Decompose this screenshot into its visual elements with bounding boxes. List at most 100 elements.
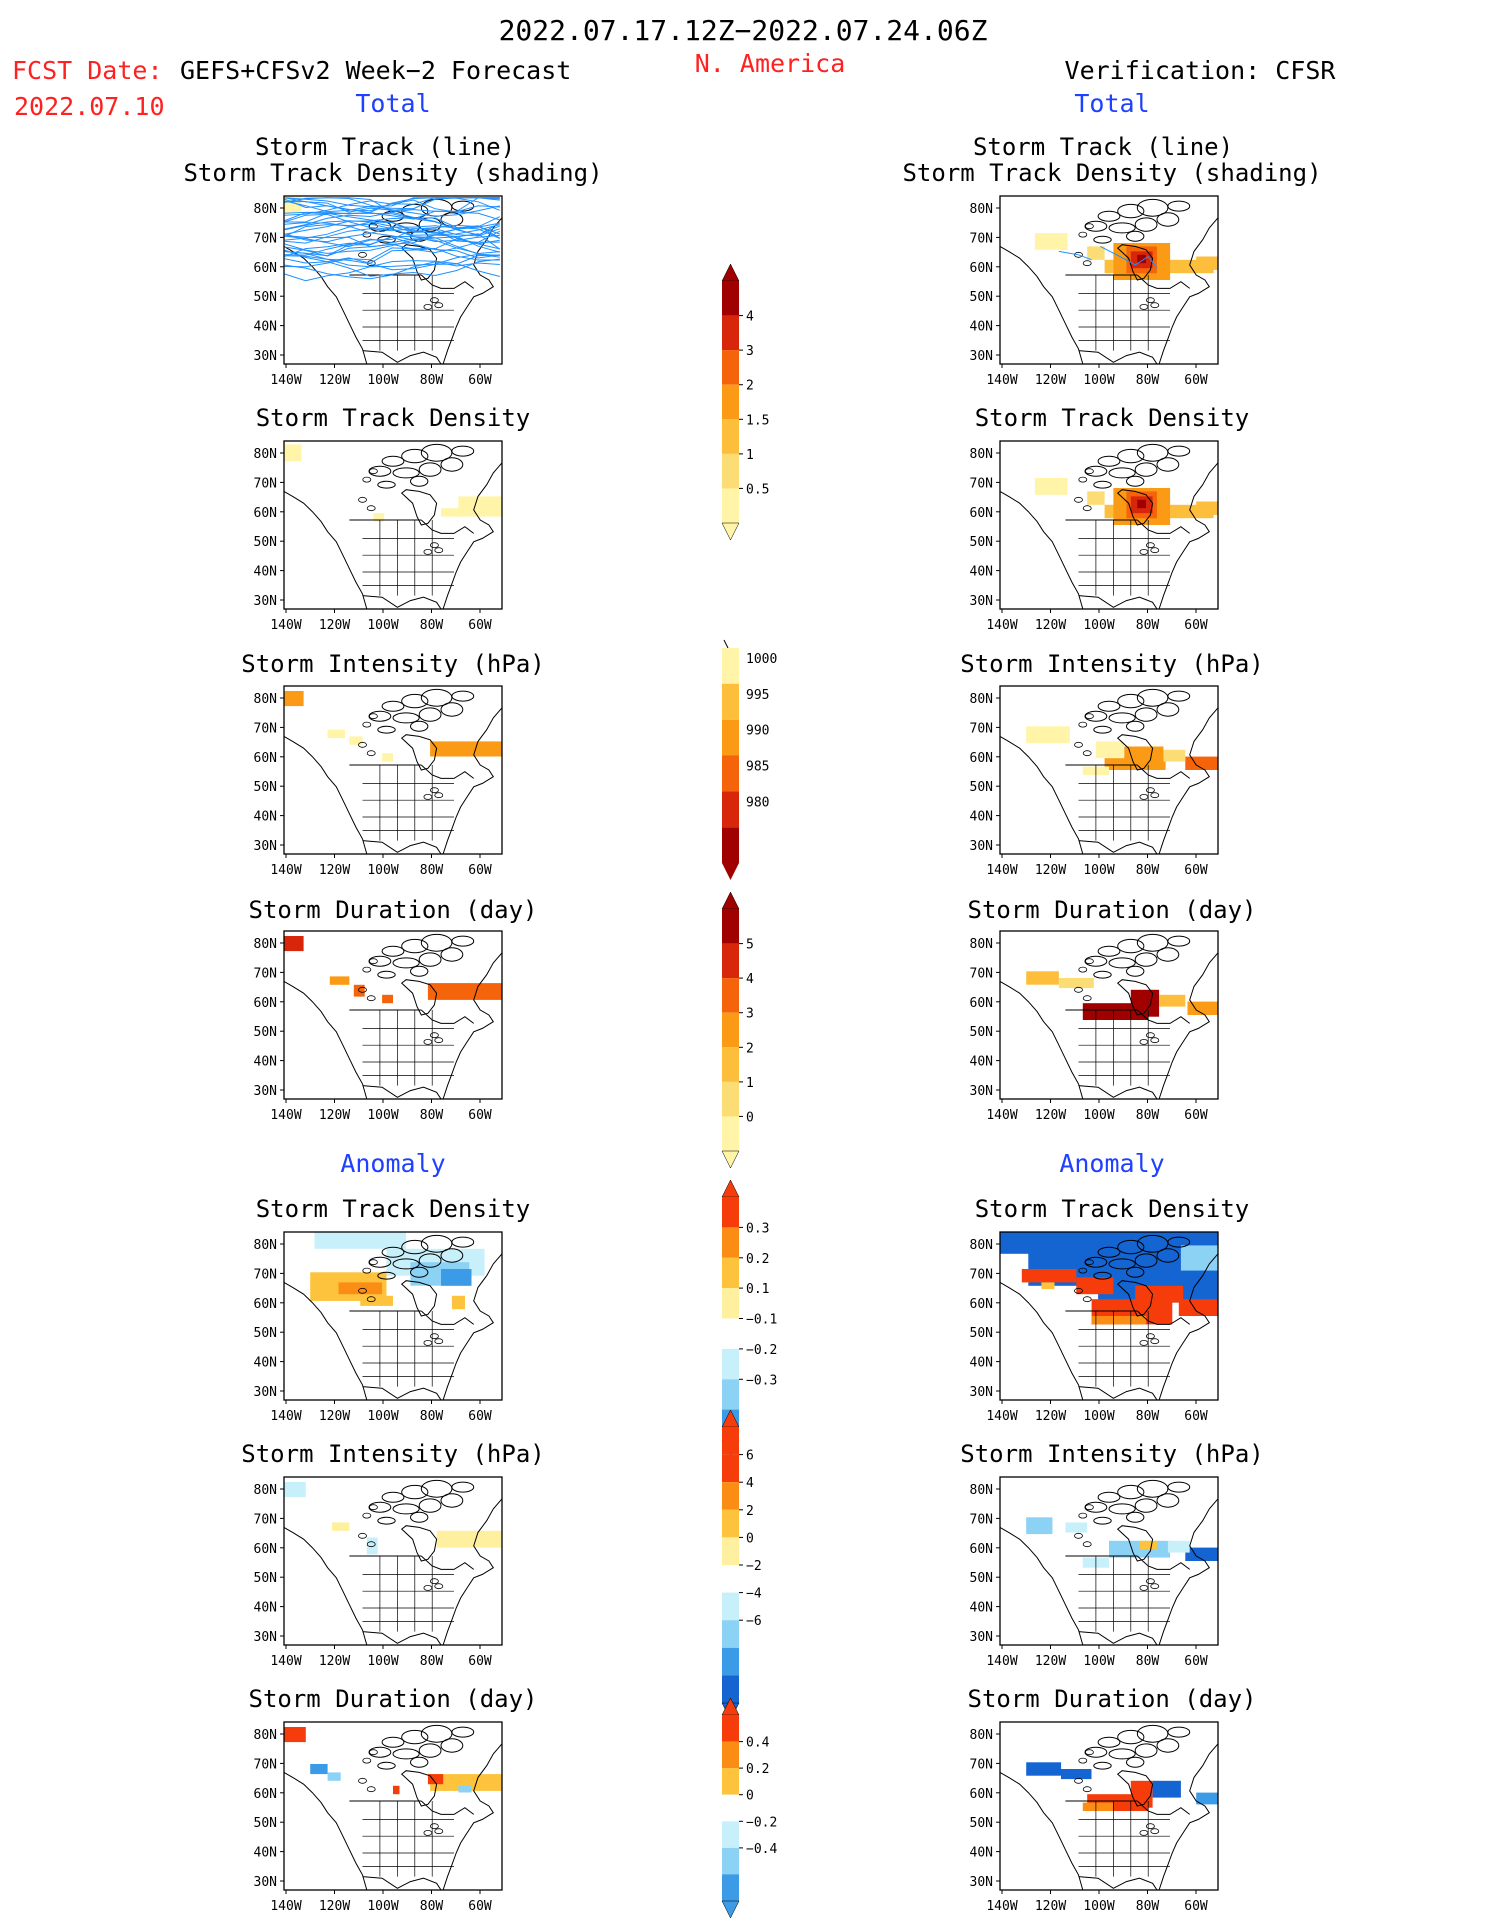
- shade-cell: [284, 1482, 306, 1498]
- lat-tick-label: 80N: [970, 1238, 993, 1253]
- arctic-island: [368, 955, 392, 967]
- arctic-island: [1156, 947, 1180, 962]
- arctic-island: [1134, 1253, 1158, 1268]
- colorbar-segment: [722, 1768, 739, 1795]
- lat-tick-label: 60N: [254, 1787, 277, 1802]
- storm-track-line: [284, 235, 500, 257]
- shade-cell: [458, 496, 502, 517]
- arctic-island: [377, 970, 396, 979]
- lake: [1085, 1749, 1094, 1756]
- lon-tick-label: 100W: [367, 863, 398, 878]
- lake: [1082, 260, 1092, 267]
- fcst-date-value: 2022.07.10: [14, 92, 165, 121]
- west-coastline: [999, 1526, 1084, 1646]
- colorbar-segment: [722, 1116, 739, 1151]
- shade-cell: [1082, 1802, 1114, 1811]
- lat-tick-label: 70N: [254, 966, 277, 981]
- arctic-island: [1097, 1246, 1121, 1258]
- colorbar-segment: [722, 943, 739, 979]
- colorbar-label: 5: [746, 938, 754, 953]
- hudson-bay: [1116, 1280, 1154, 1317]
- lake: [1074, 1532, 1083, 1539]
- arctic-island: [1093, 1516, 1112, 1525]
- arctic-island: [1134, 1498, 1158, 1513]
- lake: [429, 787, 439, 794]
- lat-tick-label: 70N: [254, 1512, 277, 1527]
- arctic-island: [1117, 938, 1145, 954]
- panel-title-density-anom-left: Storm Track Density: [256, 1195, 531, 1223]
- lon-tick-label: 100W: [367, 1108, 398, 1123]
- arctic-island: [1093, 970, 1112, 979]
- lat-tick-label: 60N: [970, 506, 993, 521]
- arctic-island: [1156, 1493, 1180, 1508]
- arctic-island: [1134, 462, 1158, 477]
- lake: [429, 1333, 439, 1340]
- lat-tick-label: 70N: [254, 231, 277, 246]
- shade-cell: [284, 1727, 306, 1743]
- lon-tick-label: 80W: [420, 1108, 444, 1123]
- arctic-island: [401, 1484, 429, 1500]
- gulf-coast: [1078, 1876, 1158, 1891]
- west-coastline: [283, 980, 368, 1100]
- colorbar-segment: [722, 1197, 739, 1228]
- lon-tick-label: 120W: [1035, 373, 1066, 388]
- intensity-anom-right-map-panel: 80N 70N 60N 50N 40N 30N 140W 120W 100W 80W 60W: [970, 1476, 1219, 1669]
- arctic-island: [1084, 465, 1108, 477]
- shade-cell: [1061, 1769, 1092, 1780]
- shade-cell: [1196, 1792, 1218, 1805]
- storm-track-line: [284, 236, 500, 259]
- arctic-island: [1093, 1761, 1112, 1770]
- lake: [368, 468, 378, 475]
- storm-track-line: [284, 261, 500, 280]
- arctic-island: [1126, 1511, 1145, 1523]
- us-canada-border-east: [1136, 1009, 1191, 1024]
- us-canada-border-east: [420, 274, 475, 289]
- arctic-island: [1126, 230, 1145, 242]
- arctic-island: [451, 690, 475, 702]
- lon-tick-label: 100W: [1083, 1108, 1114, 1123]
- lake: [1146, 787, 1155, 794]
- colorbar-segment: [722, 281, 739, 316]
- lon-tick-label: 120W: [1035, 1108, 1066, 1123]
- arctic-island: [1134, 952, 1158, 967]
- lon-tick-label: 140W: [986, 1654, 1017, 1669]
- colorbar-segment: [722, 683, 739, 720]
- lat-tick-label: 80N: [970, 202, 993, 217]
- lake: [366, 505, 376, 512]
- us-canada-border-east: [1136, 1310, 1191, 1325]
- lat-tick-label: 50N: [254, 1571, 277, 1586]
- shade-cell: [353, 984, 365, 997]
- arctic-island: [1136, 1724, 1169, 1743]
- shade-cell: [1163, 749, 1186, 762]
- shade-cell: [1178, 1299, 1218, 1316]
- arctic-island: [440, 1738, 464, 1753]
- density-colorbar: 4 3 2 1.5 1 0.5: [721, 263, 769, 541]
- arctic-island: [1084, 1501, 1108, 1513]
- storm-track-line: [284, 212, 501, 236]
- arctic-island: [392, 1258, 420, 1270]
- duration-colorbar: 5 4 3 2 1 0: [721, 891, 754, 1169]
- lake: [366, 1786, 376, 1793]
- east-coastline: [1158, 462, 1219, 610]
- arctic-island: [1117, 693, 1145, 709]
- lake: [1078, 476, 1088, 483]
- lat-tick-label: 70N: [970, 721, 993, 736]
- lake: [1139, 1585, 1149, 1591]
- duration-anom-right-map-panel: 80N 70N 60N 50N 40N 30N 140W 120W 100W 80W 60W: [970, 1721, 1219, 1914]
- arctic-island: [410, 1511, 429, 1523]
- arctic-island: [381, 700, 405, 712]
- lake: [1146, 1578, 1155, 1585]
- us-canada-border-east: [420, 1800, 475, 1815]
- lat-tick-label: 30N: [254, 1385, 277, 1400]
- shade-cell: [1091, 1316, 1147, 1325]
- lon-tick-label: 140W: [270, 1108, 301, 1123]
- gulf-coast: [362, 1631, 442, 1646]
- plot-frame: [999, 930, 1219, 1100]
- lake: [423, 1830, 433, 1836]
- lake: [362, 476, 372, 483]
- lake: [1085, 713, 1094, 720]
- shade-cell: [458, 1785, 472, 1793]
- shade-cell: [427, 1774, 444, 1785]
- shade-cell: [1180, 1245, 1218, 1271]
- lat-tick-label: 60N: [970, 1787, 993, 1802]
